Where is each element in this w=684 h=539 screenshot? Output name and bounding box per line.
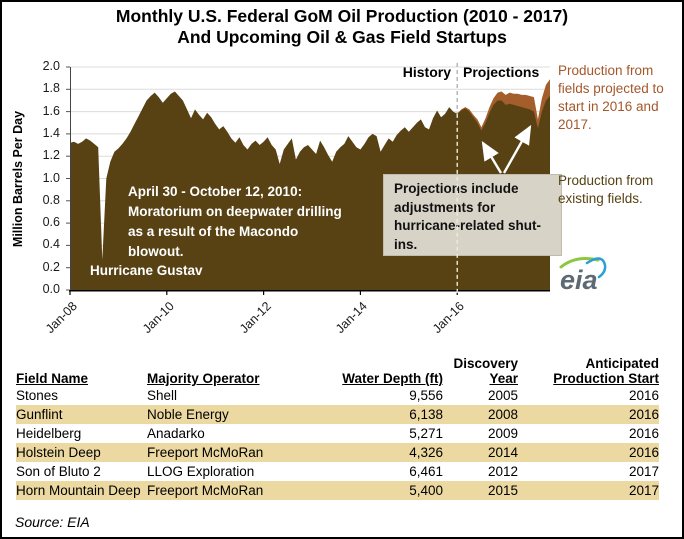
table-cell: 9,556 <box>409 388 443 403</box>
table-cell: Freeport McMoRan <box>147 483 264 498</box>
column-header: Water Depth (ft) <box>342 371 443 386</box>
table-cell: Holstein Deep <box>16 445 101 460</box>
y-tick-label: 1.6 <box>42 103 60 118</box>
legend-new-fields: Production from fields projected to star… <box>558 63 664 132</box>
y-tick-label: 1.4 <box>42 125 60 140</box>
table-cell: Anadarko <box>147 426 205 441</box>
x-tick-label: Jan-16 <box>430 299 468 336</box>
table-cell: 2014 <box>487 445 518 460</box>
eia-logo: eia <box>559 257 607 294</box>
column-header: Majority Operator <box>147 371 260 386</box>
history-label: History <box>402 64 451 80</box>
table-row: Holstein Deep Freeport McMoRan 4,326 2014 20… <box>16 443 659 462</box>
column-header: Field Name <box>16 371 89 386</box>
table-cell: Horn Mountain Deep <box>16 483 141 498</box>
table-row: Son of Bluto 2 LLOG Exploration 6,461 2012 2… <box>16 462 659 481</box>
y-tick-label: 0.0 <box>42 282 60 296</box>
column-header: Discovery Year <box>453 356 518 386</box>
table-cell: Freeport McMoRan <box>147 445 264 460</box>
table-cell: 4,326 <box>409 445 443 460</box>
y-tick-label: 0.4 <box>42 237 60 252</box>
y-tick-label: 0.2 <box>42 259 60 274</box>
page-title: Monthly U.S. Federal GoM Oil Production … <box>2 6 682 48</box>
legend-existing-fields: Production from existing fields. <box>558 173 654 206</box>
table-cell: Heidelberg <box>16 426 82 441</box>
table-cell: 5,400 <box>409 483 443 498</box>
table-cell: 6,461 <box>409 464 443 479</box>
column-header: Anticipated Production Start <box>553 356 659 386</box>
table-header-row: Field Name Majority Operator Water Depth (… <box>16 346 659 386</box>
table-cell: LLOG Exploration <box>147 464 255 479</box>
table-cell: Noble Energy <box>147 407 229 422</box>
x-tick-label: Jan-14 <box>333 299 371 336</box>
table-cell: Son of Bluto 2 <box>16 464 101 479</box>
y-tick-label: 2.0 <box>42 59 60 73</box>
table-row: Horn Mountain Deep Freeport McMoRan 5,400 2… <box>16 481 659 500</box>
y-tick-label: 0.6 <box>42 215 60 230</box>
y-tick-label: 0.8 <box>42 192 60 207</box>
table-cell: 2015 <box>487 483 518 498</box>
title-line-1: Monthly U.S. Federal GoM Oil Production … <box>115 6 569 26</box>
table-cell: 2009 <box>487 426 518 441</box>
y-axis-title: Million Barrels Per Day <box>11 110 25 248</box>
table-cell: 2016 <box>628 407 659 422</box>
x-tick-label: Jan-08 <box>42 299 80 336</box>
projection-adjustment-note: Projections include adjustments for hurr… <box>383 174 562 256</box>
x-tick-label: Jan-12 <box>236 299 274 336</box>
table-cell: Gunflint <box>16 407 63 422</box>
y-tick-label: 1.2 <box>42 148 60 163</box>
table-cell: 2017 <box>628 464 659 479</box>
eia-logo-text: eia <box>560 265 598 294</box>
table-cell: 5,271 <box>409 426 443 441</box>
table-cell: 2016 <box>628 445 659 460</box>
table-cell: 2008 <box>487 407 518 422</box>
table-cell: Shell <box>147 388 178 403</box>
table-cell: 2016 <box>628 388 659 403</box>
table-cell: 2012 <box>487 464 518 479</box>
moratorium-annotation: April 30 - October 12, 2010: Moratorium … <box>128 184 342 259</box>
source-note: Source: EIA <box>15 514 90 530</box>
x-tick-label: Jan-10 <box>139 299 177 336</box>
eia-logo-blue-swoosh <box>585 257 607 279</box>
field-startups-table: Field Name Majority Operator Water Depth (… <box>16 346 659 500</box>
y-tick-label: 1.0 <box>42 170 60 185</box>
projections-label: Projections <box>463 64 540 80</box>
table-cell: 2016 <box>628 426 659 441</box>
table-cell: 2005 <box>487 388 518 403</box>
table-cell: 6,138 <box>409 407 443 422</box>
hurricane-gustav-annotation: Hurricane Gustav <box>90 263 203 278</box>
table-row: Stones Shell 9,556 2005 2016 <box>16 386 659 405</box>
table-row: Gunflint Noble Energy 6,138 2008 2016 <box>16 405 659 424</box>
table-cell: Stones <box>16 388 59 403</box>
table-row: Heidelberg Anadarko 5,271 2009 2016 <box>16 424 659 443</box>
table-cell: 2017 <box>628 483 659 498</box>
title-line-2: And Upcoming Oil & Gas Field Startups <box>177 27 507 47</box>
y-tick-label: 1.8 <box>42 81 60 96</box>
